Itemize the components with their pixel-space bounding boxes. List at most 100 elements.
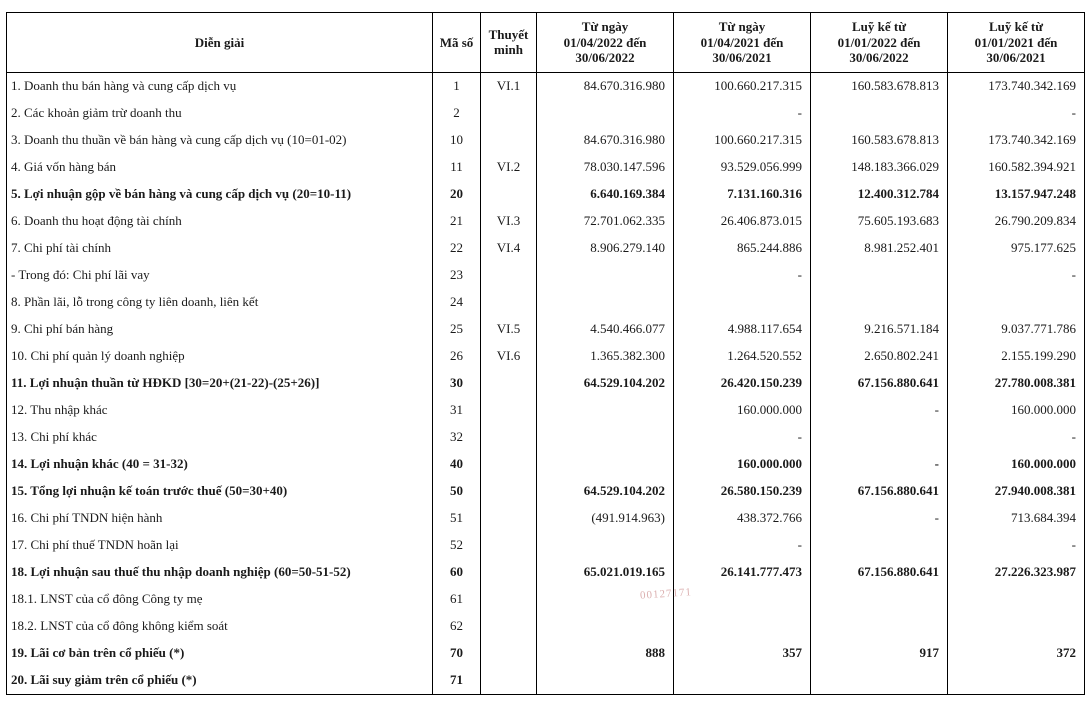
cell-value-2: - <box>674 424 811 451</box>
cell-value-4: 160.000.000 <box>948 451 1085 478</box>
cell-value-1: 64.529.104.202 <box>537 478 674 505</box>
cell-value-1: 72.701.062.335 <box>537 208 674 235</box>
table-row: 18. Lợi nhuận sau thuế thu nhập doanh ng… <box>7 559 1085 586</box>
cell-note: VI.5 <box>481 316 537 343</box>
cell-desc: 2. Các khoản giảm trừ doanh thu <box>7 100 433 127</box>
cell-value-2: 26.420.150.239 <box>674 370 811 397</box>
cell-value-3 <box>811 532 948 559</box>
cell-desc: 8. Phần lãi, lỗ trong công ty liên doanh… <box>7 289 433 316</box>
cell-note <box>481 127 537 154</box>
cell-value-2: - <box>674 532 811 559</box>
cell-code: 23 <box>433 262 481 289</box>
cell-code: 31 <box>433 397 481 424</box>
table-row: 1. Doanh thu bán hàng và cung cấp dịch v… <box>7 72 1085 100</box>
cell-value-4: 713.684.394 <box>948 505 1085 532</box>
cell-value-4: 27.940.008.381 <box>948 478 1085 505</box>
cell-desc: 13. Chi phí khác <box>7 424 433 451</box>
cell-value-2: 4.988.117.654 <box>674 316 811 343</box>
cell-value-1 <box>537 586 674 613</box>
cell-value-4: 173.740.342.169 <box>948 72 1085 100</box>
cell-desc: 15. Tổng lợi nhuận kế toán trước thuế (5… <box>7 478 433 505</box>
cell-code: 50 <box>433 478 481 505</box>
cell-value-4: - <box>948 424 1085 451</box>
cell-value-4: 27.226.323.987 <box>948 559 1085 586</box>
cell-value-2 <box>674 667 811 695</box>
cell-value-1: 1.365.382.300 <box>537 343 674 370</box>
cell-value-4: 26.790.209.834 <box>948 208 1085 235</box>
table-row: 18.2. LNST của cổ đông không kiểm soát62 <box>7 613 1085 640</box>
cell-code: 32 <box>433 424 481 451</box>
table-row: 17. Chi phí thuế TNDN hoãn lại52-- <box>7 532 1085 559</box>
cell-desc: 18.1. LNST của cổ đông Công ty mẹ <box>7 586 433 613</box>
cell-desc: 6. Doanh thu hoạt động tài chính <box>7 208 433 235</box>
table-row: 3. Doanh thu thuần về bán hàng và cung c… <box>7 127 1085 154</box>
cell-note: VI.4 <box>481 235 537 262</box>
cell-value-1: (491.914.963) <box>537 505 674 532</box>
cell-value-3: 9.216.571.184 <box>811 316 948 343</box>
table-row: 11. Lợi nhuận thuần từ HĐKD [30=20+(21-2… <box>7 370 1085 397</box>
cell-value-2: 93.529.056.999 <box>674 154 811 181</box>
cell-value-3: 67.156.880.641 <box>811 559 948 586</box>
cell-value-3: - <box>811 397 948 424</box>
table-row: 16. Chi phí TNDN hiện hành51(491.914.963… <box>7 505 1085 532</box>
cell-desc: 10. Chi phí quản lý doanh nghiệp <box>7 343 433 370</box>
cell-note <box>481 613 537 640</box>
cell-value-4: - <box>948 262 1085 289</box>
cell-value-1: 84.670.316.980 <box>537 72 674 100</box>
cell-value-1 <box>537 397 674 424</box>
cell-note: VI.6 <box>481 343 537 370</box>
table-body: 1. Doanh thu bán hàng và cung cấp dịch v… <box>7 72 1085 694</box>
cell-value-4 <box>948 667 1085 695</box>
cell-value-4: 160.582.394.921 <box>948 154 1085 181</box>
cell-desc: 20. Lãi suy giảm trên cổ phiếu (*) <box>7 667 433 695</box>
cell-value-3: - <box>811 505 948 532</box>
cell-code: 52 <box>433 532 481 559</box>
cell-desc: 9. Chi phí bán hàng <box>7 316 433 343</box>
table-row: 12. Thu nhập khác31160.000.000-160.000.0… <box>7 397 1085 424</box>
cell-value-1 <box>537 262 674 289</box>
cell-value-1: 4.540.466.077 <box>537 316 674 343</box>
cell-value-2: 357 <box>674 640 811 667</box>
cell-note <box>481 370 537 397</box>
cell-value-4: 372 <box>948 640 1085 667</box>
table-header: Diễn giải Mã số Thuyết minh Từ ngày 01/0… <box>7 13 1085 73</box>
table-row: 5. Lợi nhuận gộp về bán hàng và cung cấp… <box>7 181 1085 208</box>
cell-value-3: 2.650.802.241 <box>811 343 948 370</box>
cell-value-4: 173.740.342.169 <box>948 127 1085 154</box>
cell-value-2 <box>674 613 811 640</box>
cell-desc: - Trong đó: Chi phí lãi vay <box>7 262 433 289</box>
cell-code: 25 <box>433 316 481 343</box>
cell-value-3 <box>811 289 948 316</box>
cell-value-4: - <box>948 532 1085 559</box>
cell-value-1 <box>537 532 674 559</box>
table-row: 14. Lợi nhuận khác (40 = 31-32)40160.000… <box>7 451 1085 478</box>
cell-value-2: 865.244.886 <box>674 235 811 262</box>
cell-desc: 19. Lãi cơ bản trên cổ phiếu (*) <box>7 640 433 667</box>
cell-value-3 <box>811 667 948 695</box>
cell-note: VI.1 <box>481 72 537 100</box>
cell-code: 24 <box>433 289 481 316</box>
cell-value-1 <box>537 289 674 316</box>
table-row: 10. Chi phí quản lý doanh nghiệp26VI.61.… <box>7 343 1085 370</box>
cell-code: 70 <box>433 640 481 667</box>
cell-value-3: 917 <box>811 640 948 667</box>
cell-note <box>481 424 537 451</box>
cell-value-1: 64.529.104.202 <box>537 370 674 397</box>
income-statement-table: Diễn giải Mã số Thuyết minh Từ ngày 01/0… <box>6 12 1085 695</box>
col-code: Mã số <box>433 13 481 73</box>
col-note: Thuyết minh <box>481 13 537 73</box>
cell-value-4 <box>948 289 1085 316</box>
cell-value-2: 160.000.000 <box>674 451 811 478</box>
cell-note <box>481 181 537 208</box>
cell-note <box>481 505 537 532</box>
cell-value-1: 84.670.316.980 <box>537 127 674 154</box>
cell-value-1 <box>537 613 674 640</box>
cell-value-3: 8.981.252.401 <box>811 235 948 262</box>
cell-value-1 <box>537 424 674 451</box>
cell-code: 40 <box>433 451 481 478</box>
table-row: 15. Tổng lợi nhuận kế toán trước thuế (5… <box>7 478 1085 505</box>
cell-value-2: - <box>674 100 811 127</box>
cell-value-2: 100.660.217.315 <box>674 72 811 100</box>
table-row: - Trong đó: Chi phí lãi vay23-- <box>7 262 1085 289</box>
cell-note <box>481 262 537 289</box>
